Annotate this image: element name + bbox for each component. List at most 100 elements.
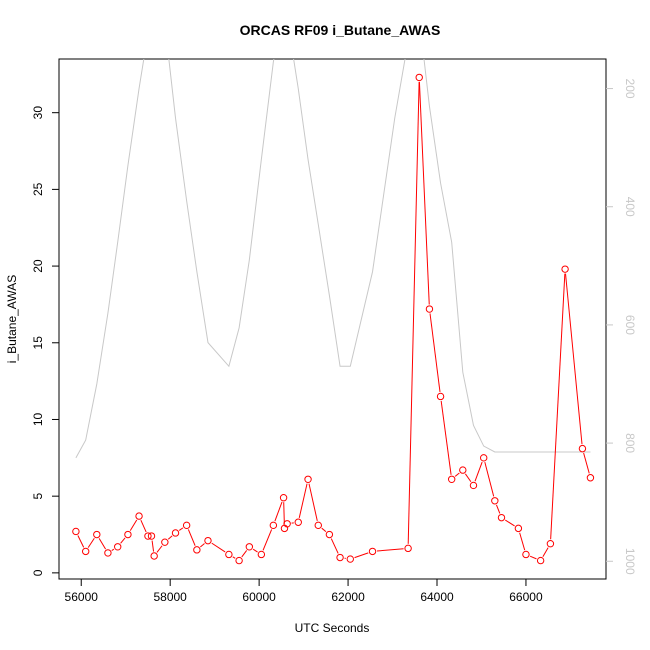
primary-series-segment (178, 527, 184, 531)
primary-series-point (235, 556, 243, 565)
primary-series-point (81, 547, 90, 556)
y-tick-label: 20 (31, 259, 45, 273)
secondary-series-line (75, 59, 591, 459)
primary-series-segment (519, 532, 526, 551)
primary-series-segment (464, 473, 472, 483)
primary-series-segment (252, 548, 258, 553)
primary-series-point (522, 550, 530, 559)
primary-series-segment (542, 547, 549, 557)
y-tick-label: 15 (31, 336, 45, 350)
primary-series-point (104, 549, 112, 557)
primary-series-point (161, 538, 169, 546)
primary-series-point (578, 444, 587, 453)
primary-series-point (546, 540, 555, 548)
x-axis-label: UTC Seconds (295, 621, 370, 635)
primary-series-segment (505, 519, 515, 527)
primary-series-segment (429, 313, 441, 393)
y-tick-label: 0 (31, 569, 45, 576)
primary-series-segment (454, 472, 460, 477)
primary-series-segment (496, 504, 501, 514)
primary-series-point (561, 265, 569, 273)
series-layer (72, 59, 595, 565)
primary-series-point (536, 556, 545, 565)
primary-series-segment (129, 519, 138, 531)
plot-frame (58, 58, 607, 580)
primary-series-point (514, 524, 523, 533)
primary-series-segment (200, 543, 205, 548)
y-tick-label: 5 (31, 493, 45, 500)
primary-series-point (336, 553, 344, 562)
primary-series-segment (241, 550, 248, 558)
primary-series-point (368, 547, 377, 556)
primary-series-segment (583, 452, 590, 474)
primary-series-segment (298, 483, 308, 518)
y2-tick-label: 1000 (623, 548, 637, 575)
primary-series-point (257, 550, 266, 559)
primary-series-point (314, 521, 322, 530)
primary-series-point (436, 392, 445, 401)
primary-series-segment (140, 520, 147, 533)
primary-series-segment (321, 527, 327, 533)
primary-series-point (124, 530, 132, 539)
primary-series-point (491, 497, 499, 505)
primary-series-point (72, 527, 80, 536)
primary-series-point (171, 529, 180, 537)
primary-series-point (447, 475, 456, 483)
primary-series-segment (87, 537, 95, 548)
primary-series-segment (484, 462, 495, 497)
primary-series-segment (156, 545, 163, 553)
primary-series-segment (308, 483, 318, 522)
primary-series-segment (283, 502, 285, 524)
x-tick-label: 60000 (242, 590, 276, 604)
primary-series-segment (440, 400, 452, 475)
primary-series-segment (376, 548, 404, 552)
primary-series-point (144, 532, 152, 540)
x-tick-label: 66000 (509, 590, 543, 604)
primary-series-segment (565, 273, 583, 445)
primary-series-segment (211, 542, 226, 553)
primary-series-point (193, 546, 201, 554)
y-axis-label: i_Butane_AWAS (5, 275, 19, 364)
primary-series-point (269, 521, 278, 530)
primary-series-point (93, 530, 101, 539)
primary-series-point (404, 544, 412, 553)
primary-series-point (304, 475, 312, 483)
primary-series-point (325, 530, 334, 539)
primary-series-point (415, 73, 423, 82)
primary-series-segment (330, 538, 339, 554)
chart-title: ORCAS RF09 i_Butane_AWAS (240, 22, 441, 38)
primary-series-segment (167, 535, 173, 540)
primary-series-segment (77, 535, 85, 548)
primary-series-segment (111, 548, 115, 551)
x-axis: 56000 58000 60000 62000 64000 66000 (65, 579, 543, 604)
y2-tick-label: 800 (623, 433, 637, 453)
primary-series-segment (407, 81, 420, 544)
primary-series-point (135, 512, 143, 520)
primary-series-point (150, 552, 158, 560)
primary-series-point (469, 481, 478, 490)
y-axis: 0 5 10 15 20 25 30 (31, 106, 59, 576)
secondary-y-axis: 200 400 600 800 1000 (606, 79, 637, 575)
primary-series-point (425, 305, 434, 313)
primary-series-point (346, 555, 354, 563)
primary-series-point (459, 466, 467, 474)
y2-tick-label: 600 (623, 315, 637, 335)
x-tick-label: 56000 (65, 590, 99, 604)
y-tick-label: 25 (31, 182, 45, 196)
primary-series-segment (151, 540, 155, 552)
primary-series-segment (354, 552, 369, 559)
primary-series-segment (550, 273, 566, 540)
x-tick-label: 62000 (331, 590, 365, 604)
primary-series-segment (418, 81, 430, 305)
primary-series-segment (474, 461, 483, 482)
primary-series-segment (232, 556, 236, 559)
primary-series-point (204, 536, 212, 545)
y2-tick-label: 200 (623, 79, 637, 99)
primary-series-segment (120, 537, 126, 544)
primary-series-point (182, 521, 191, 530)
y2-tick-label: 400 (623, 197, 637, 217)
primary-series-point (294, 518, 302, 526)
primary-series-point (586, 474, 595, 482)
x-tick-label: 64000 (420, 590, 454, 604)
